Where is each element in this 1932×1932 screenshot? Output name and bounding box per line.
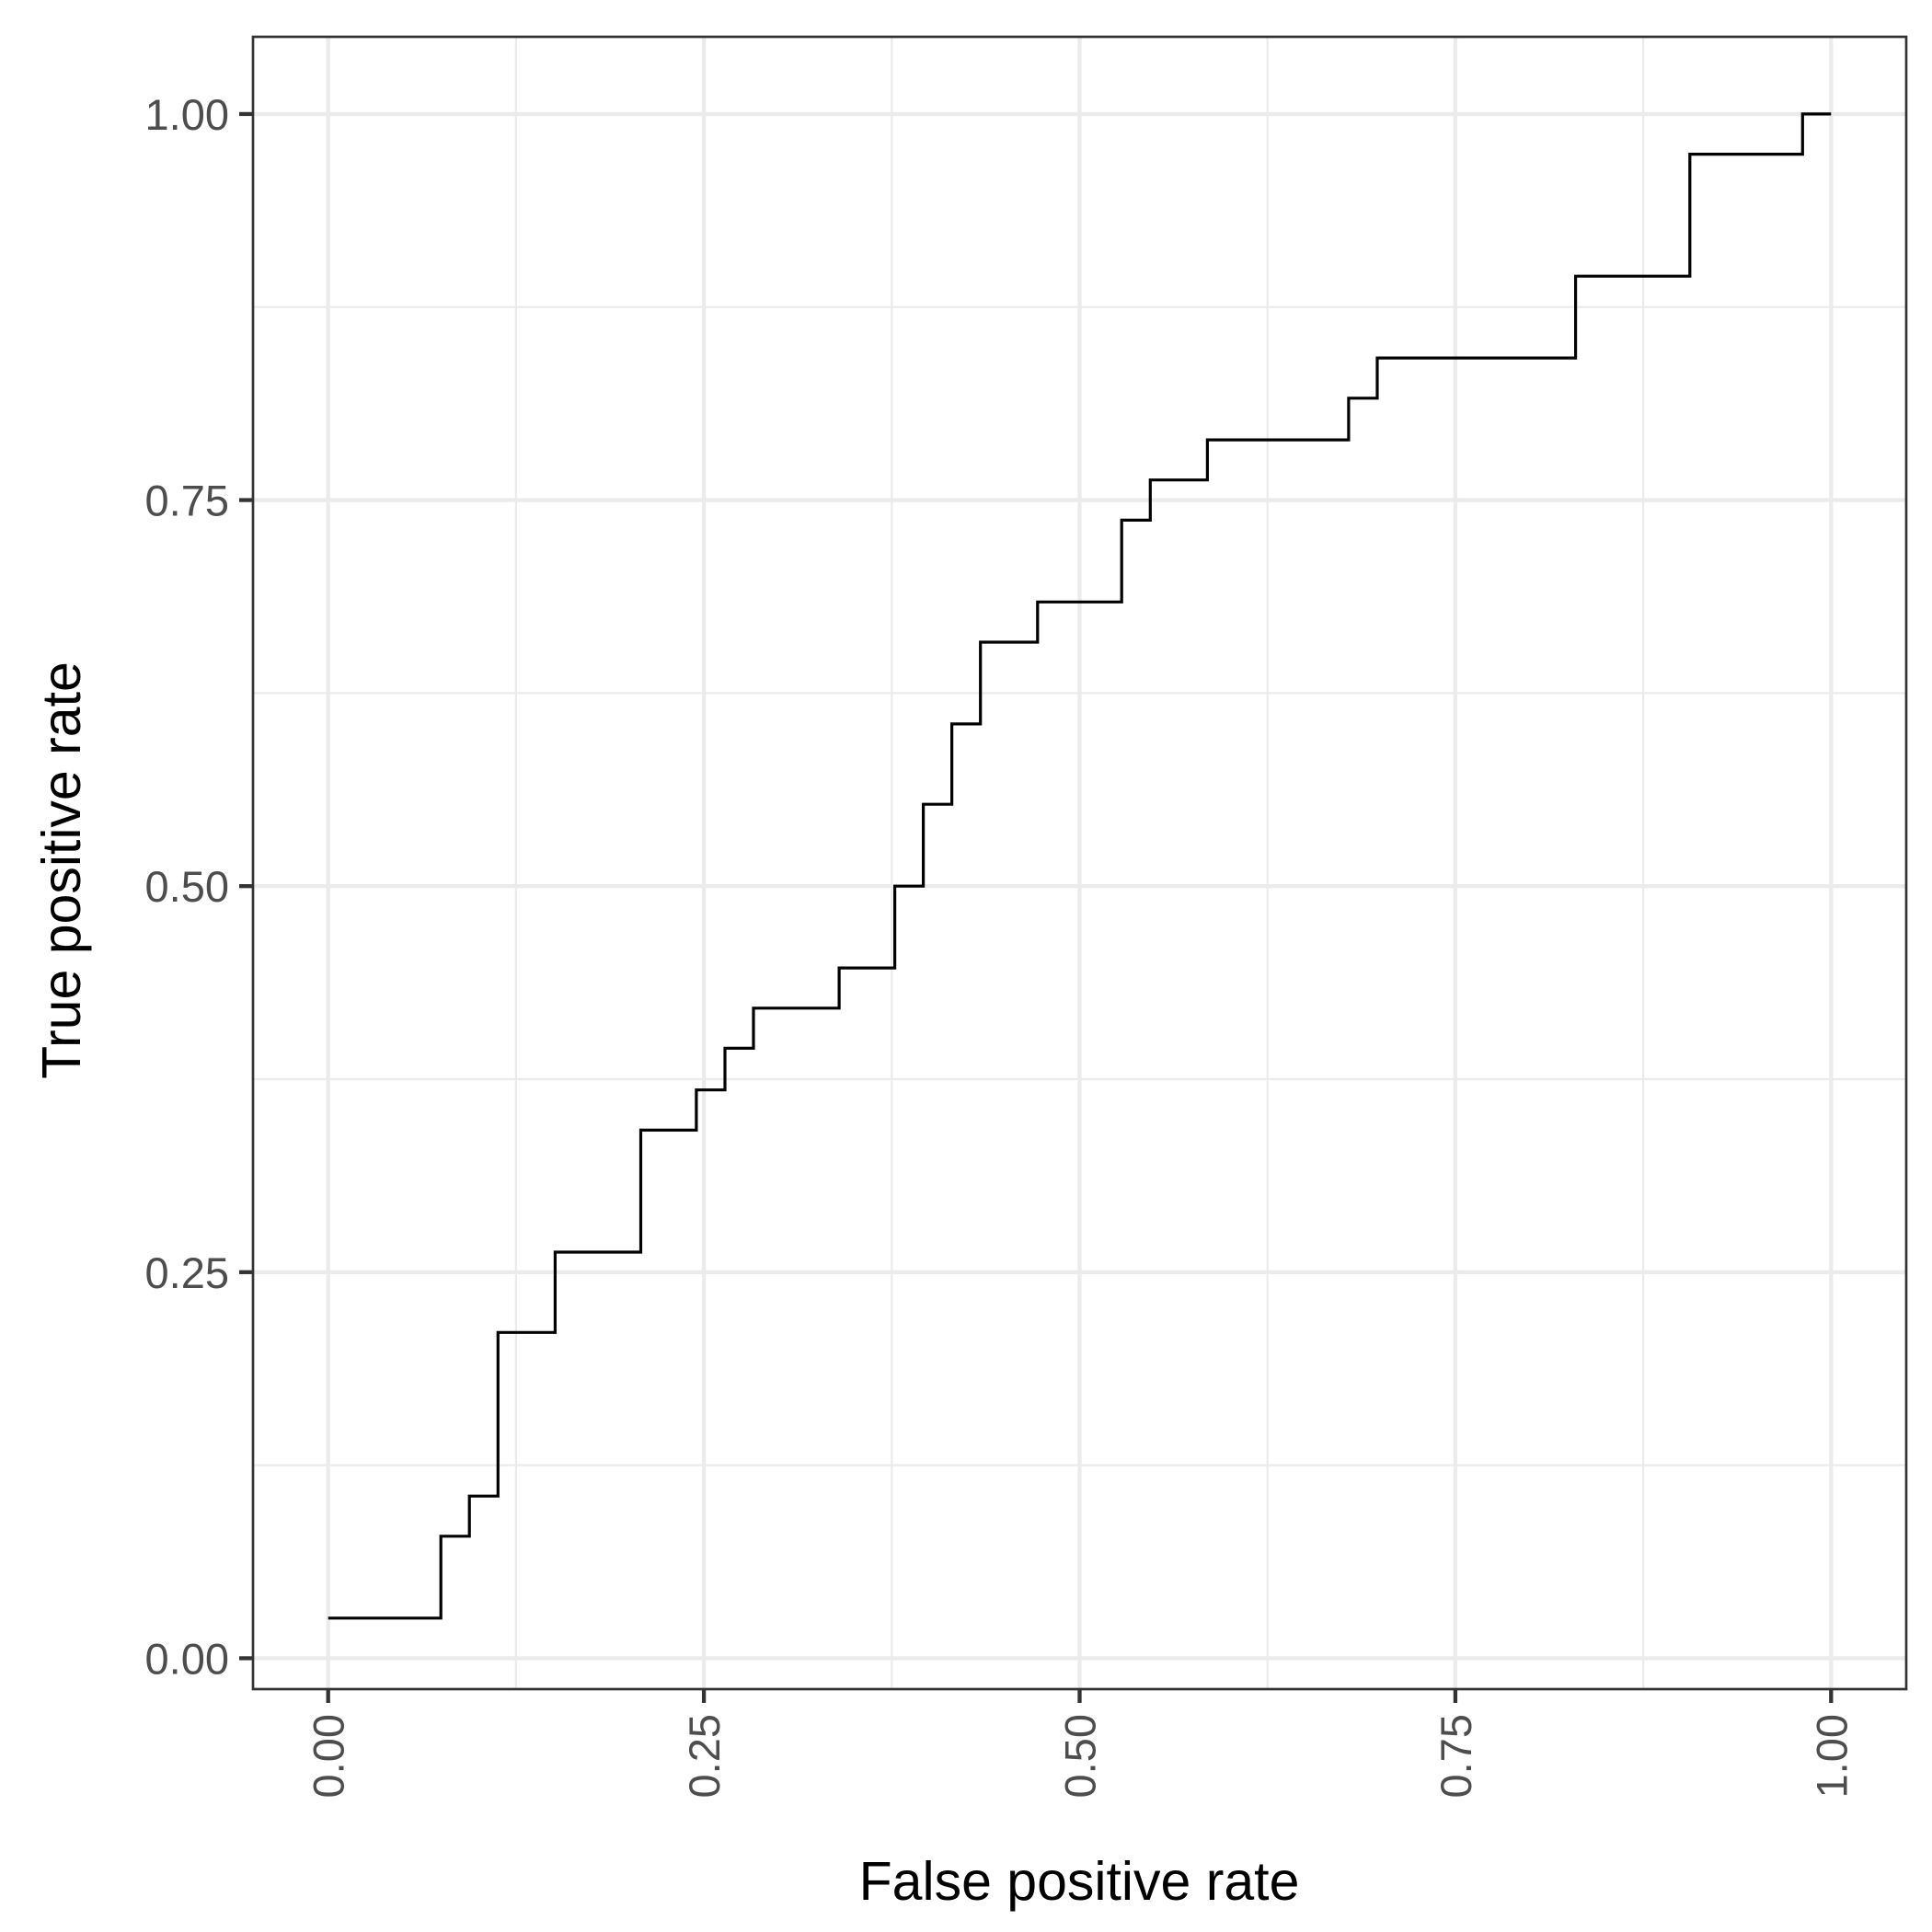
grid <box>253 37 1906 1689</box>
x-tick-label: 0.25 <box>680 1714 729 1798</box>
y-axis-title: True positive rate <box>31 661 92 1079</box>
x-axis-title: False positive rate <box>859 1851 1300 1912</box>
x-tick-label: 0.00 <box>305 1714 353 1798</box>
y-tick-label: 1.00 <box>145 90 229 139</box>
y-tick-label: 0.50 <box>145 862 229 911</box>
y-tick-label: 0.00 <box>145 1634 229 1683</box>
roc-curve <box>328 112 1832 1620</box>
y-tick-label: 0.25 <box>145 1248 229 1297</box>
x-tick-label: 1.00 <box>1807 1714 1856 1798</box>
x-tick-label: 0.75 <box>1432 1714 1480 1798</box>
axis-ticks: 0.00 0.25 0.50 0.75 1.00 0.00 0.25 0.50 0.75 1.00 <box>145 90 1857 1799</box>
x-tick-label: 0.50 <box>1056 1714 1105 1798</box>
y-tick-label: 0.75 <box>145 477 229 525</box>
